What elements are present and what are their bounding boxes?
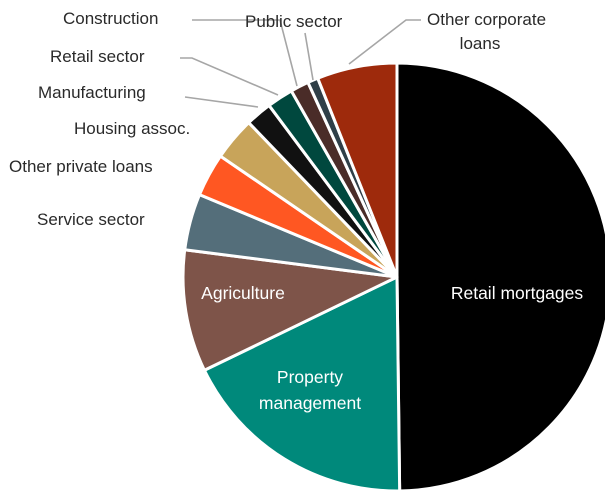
label-property-management: Property management [259, 367, 361, 413]
label-construction: Construction [63, 9, 158, 28]
leader-line-public-sector [304, 32, 314, 81]
label-other-corporate-loans: Other corporate loans [427, 10, 546, 53]
label-service-sector: Service sector [37, 210, 145, 229]
leader-line-manufacturing [184, 96, 259, 108]
leader-line-other-corporate [348, 19, 421, 65]
label-retail-mortgages: Retail mortgages [451, 283, 584, 303]
leader-line-retail-sector [180, 57, 279, 96]
label-retail-sector: Retail sector [50, 47, 145, 66]
pie-slice-retail-mortgages [395, 61, 605, 493]
pie-slice-agriculture [181, 248, 399, 372]
slice-labels: Retail mortgages Property management Agri… [9, 9, 583, 413]
pie-slice-other-corporate-loans [316, 61, 399, 279]
label-manufacturing: Manufacturing [38, 83, 146, 102]
label-public-sector: Public sector [245, 12, 343, 31]
label-housing-assoc: Housing assoc. [74, 119, 190, 138]
label-agriculture: Agriculture [201, 283, 285, 303]
pie-slice-property-management [202, 275, 402, 493]
leader-line-construction [192, 19, 298, 87]
leader-lines [180, 19, 421, 108]
label-other-private-loans: Other private loans [9, 157, 153, 176]
pie-slices [181, 61, 605, 493]
